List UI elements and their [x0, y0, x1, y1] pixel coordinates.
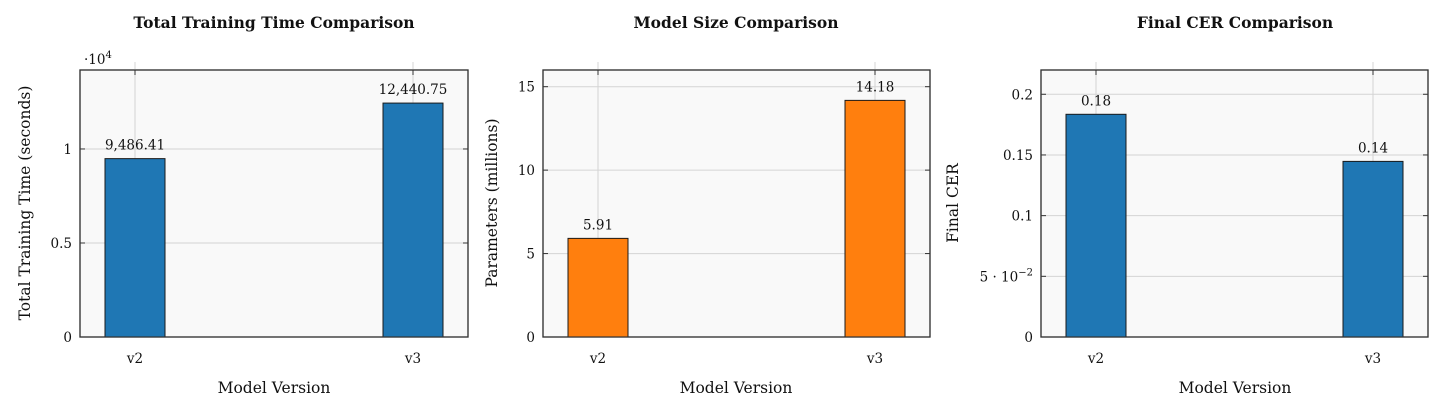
- chart-panel-training-time: Total Training Time Comparison Model Ver…: [16, 13, 469, 397]
- bar-v2: [567, 237, 629, 338]
- y-tick-label: 5: [526, 247, 535, 263]
- chart-title: Model Size Comparison: [634, 13, 839, 32]
- y-tick-label: 0.2: [1012, 87, 1033, 103]
- y-axis-label: Final CER: [944, 162, 962, 243]
- bar-value-label: 12,440.75: [379, 82, 448, 98]
- y-tick-label: 10: [518, 163, 535, 179]
- x-tick-label: v3: [866, 351, 883, 367]
- y-tick-label: 0: [63, 330, 72, 346]
- chart-panel-final-cer: Final CER Comparison Model Version Final…: [944, 13, 1429, 397]
- bar-v3: [844, 99, 906, 338]
- y-tick-label: 0.5: [51, 236, 72, 252]
- x-tick-label: v2: [126, 351, 143, 367]
- bar-value-label: 0.14: [1358, 140, 1388, 156]
- x-tick-label: v2: [1087, 351, 1104, 367]
- y-axis-label: Total Training Time (seconds): [16, 86, 34, 321]
- bar-value-label: 0.18: [1081, 93, 1111, 109]
- y-tick-label: 0: [526, 330, 535, 346]
- x-tick-label: v3: [404, 351, 421, 367]
- y-axis-label: Parameters (millions): [483, 118, 501, 287]
- x-axis-label: Model Version: [218, 379, 331, 397]
- chart-panel-model-size: Model Size Comparison Model Version Para…: [483, 13, 931, 397]
- plot-border: [542, 69, 931, 338]
- y-tick-label: 0.15: [1003, 148, 1033, 164]
- chart-title: Total Training Time Comparison: [133, 13, 414, 32]
- x-tick-label: v3: [1364, 351, 1381, 367]
- bar-v2: [104, 158, 166, 338]
- x-axis-label: Model Version: [1179, 379, 1292, 397]
- x-axis-label: Model Version: [680, 379, 793, 397]
- bar-value-label: 14.18: [856, 79, 895, 95]
- y-tick-label: 0.1: [1012, 209, 1033, 225]
- y-tick-label: 15: [518, 80, 535, 96]
- y-tick-label: 1: [63, 142, 72, 158]
- bar-v3: [382, 102, 444, 338]
- bar-value-label: 9,486.41: [105, 138, 165, 154]
- plot-border: [1040, 69, 1429, 338]
- x-tick-label: v2: [589, 351, 606, 367]
- y-tick-label: 0: [1024, 330, 1033, 346]
- y-tick-label: 5 · 10−2: [980, 267, 1033, 285]
- bar-v3: [1342, 160, 1404, 338]
- y-axis-multiplier: ·104: [84, 50, 112, 68]
- chart-title: Final CER Comparison: [1137, 13, 1333, 32]
- plot-border: [79, 69, 469, 338]
- bar-v2: [1065, 113, 1127, 338]
- bar-value-label: 5.91: [583, 217, 613, 233]
